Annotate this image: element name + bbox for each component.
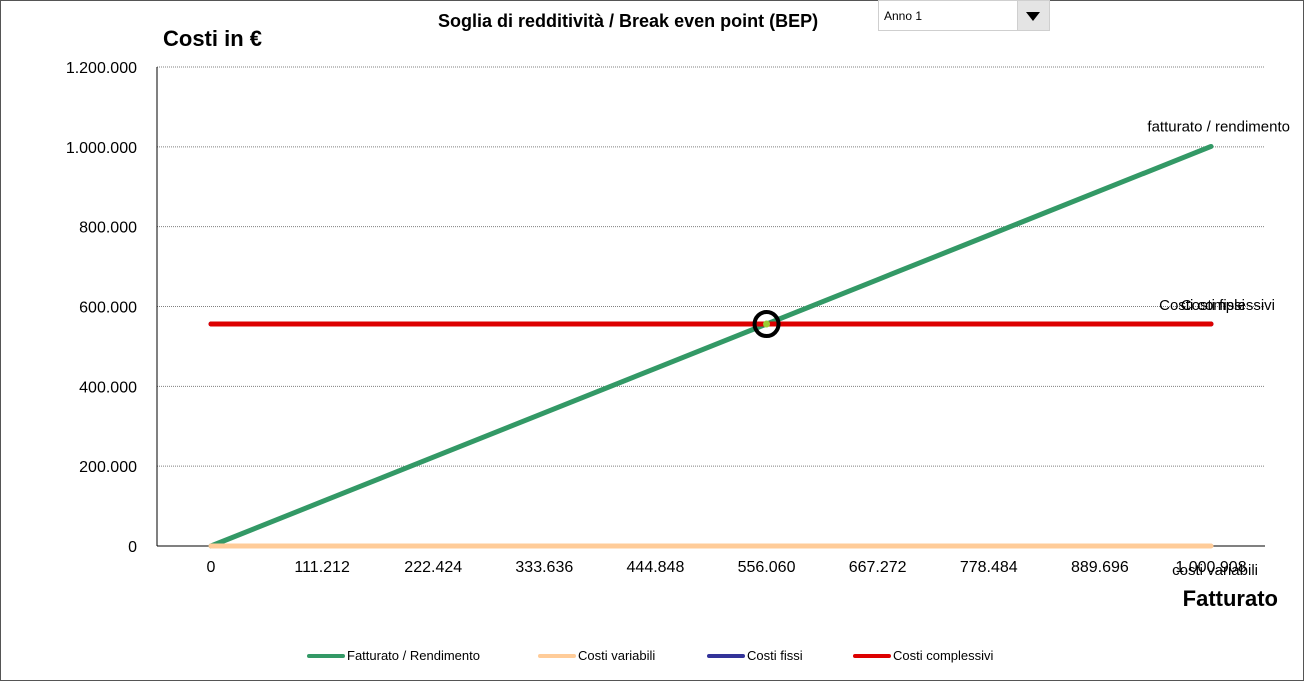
y-tick-label: 1.200.000 — [66, 60, 137, 77]
x-tick-label: 111.212 — [294, 559, 350, 576]
x-tick-label: 333.636 — [515, 559, 573, 576]
x-tick-label: 0 — [207, 559, 216, 576]
y-tick-label: 0 — [128, 539, 137, 556]
y-axis-label: Costi in € — [163, 26, 263, 51]
y-tick-label: 200.000 — [79, 459, 137, 476]
x-tick-label: 778.484 — [960, 559, 1018, 576]
y-tick-label: 400.000 — [79, 379, 137, 396]
chevron-down-icon — [1026, 12, 1040, 21]
series-line — [208, 143, 1214, 549]
legend-label: Fatturato / Rendimento — [347, 648, 480, 663]
break-even-marker — [752, 310, 781, 339]
x-axis-label: Fatturato — [1182, 586, 1278, 611]
legend-swatch — [538, 653, 576, 658]
legend-swatch — [707, 653, 745, 658]
x-tick-label: 444.848 — [627, 559, 685, 576]
year-select-value: Anno 1 — [884, 9, 923, 23]
x-tick-label: 1.000.908 — [1175, 559, 1246, 576]
y-tick-label: 1.000.000 — [66, 140, 137, 157]
series-end-label: Costi fissi — [1181, 297, 1245, 314]
legend: Fatturato / Rendimento Costi variabili Cos… — [0, 648, 1306, 668]
x-tick-label: 667.272 — [849, 559, 907, 576]
legend-item: Fatturato / Rendimento — [307, 648, 480, 663]
legend-label: Costi variabili — [578, 648, 656, 663]
chart-title: Soglia di redditività / Break even point… — [438, 11, 819, 31]
y-tick-label: 800.000 — [79, 220, 137, 237]
break-even-point — [763, 320, 771, 328]
legend-swatch — [307, 653, 345, 658]
y-tick-label: 600.000 — [79, 300, 137, 317]
legend-item: Costi fissi — [707, 648, 803, 663]
x-tick-label: 222.424 — [404, 559, 462, 576]
legend-label: Costi complessivi — [893, 648, 994, 663]
series-end-label: Costi complessivi — [1159, 297, 1275, 314]
legend-item: Costi variabili — [538, 648, 655, 663]
series-end-label: costi variabili — [1172, 562, 1258, 579]
x-tick-label: 556.060 — [738, 559, 796, 576]
legend-swatch — [853, 653, 891, 658]
year-select[interactable]: Anno 1 — [878, 0, 1050, 31]
series-end-label: fatturato / rendimento — [1147, 118, 1290, 135]
x-tick-label: 889.696 — [1071, 559, 1129, 576]
legend-label: Costi fissi — [747, 648, 803, 663]
dropdown-button[interactable] — [1017, 1, 1049, 30]
legend-item: Costi complessivi — [853, 648, 993, 663]
